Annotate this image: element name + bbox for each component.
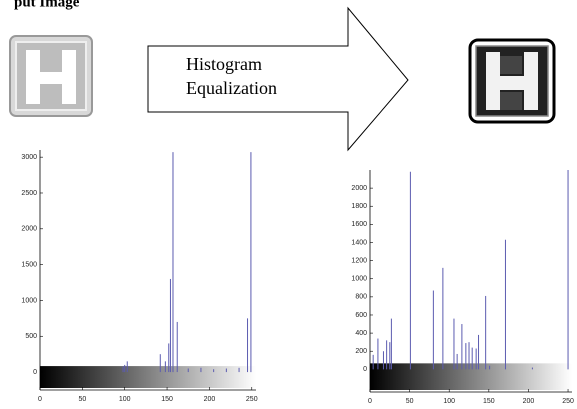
colorbar [40,366,256,388]
x-tick-label: 100 [119,396,131,403]
x-tick-label: 50 [78,396,86,403]
x-tick-label: 0 [368,398,372,405]
arrow-label: Histogram [186,54,262,74]
y-tick-label: 800 [355,294,367,301]
colorbar [370,363,572,390]
y-tick-label: 1800 [351,203,367,210]
x-tick-label: 100 [443,398,455,405]
x-tick-label: 0 [38,396,42,403]
x-tick-label: 250 [246,396,258,403]
y-tick-label: 600 [355,312,367,319]
y-tick-label: 3000 [21,154,37,161]
y-tick-label: 1000 [351,276,367,283]
y-tick-label: 2000 [21,226,37,233]
y-tick-label: 2500 [21,190,37,197]
x-tick-label: 50 [406,398,414,405]
y-tick-label: 1500 [21,261,37,268]
x-tick-label: 150 [161,396,173,403]
y-tick-label: 1200 [351,257,367,264]
x-tick-label: 200 [523,398,535,405]
arrow [147,6,409,152]
caption: put Image [14,0,80,10]
input-image [9,35,93,117]
y-tick-label: 400 [355,330,367,337]
y-tick-label: 2000 [351,185,367,192]
x-tick-label: 250 [562,398,574,405]
arrow-label: Equalization [186,78,277,98]
y-tick-label: 0 [363,366,367,373]
x-tick-label: 150 [483,398,495,405]
y-tick-label: 0 [33,369,37,376]
y-tick-label: 1400 [351,239,367,246]
y-tick-label: 1000 [21,297,37,304]
output-image [468,38,556,124]
x-tick-label: 200 [204,396,216,403]
y-tick-label: 200 [355,348,367,355]
y-tick-label: 500 [25,333,37,340]
y-tick-label: 1600 [351,221,367,228]
